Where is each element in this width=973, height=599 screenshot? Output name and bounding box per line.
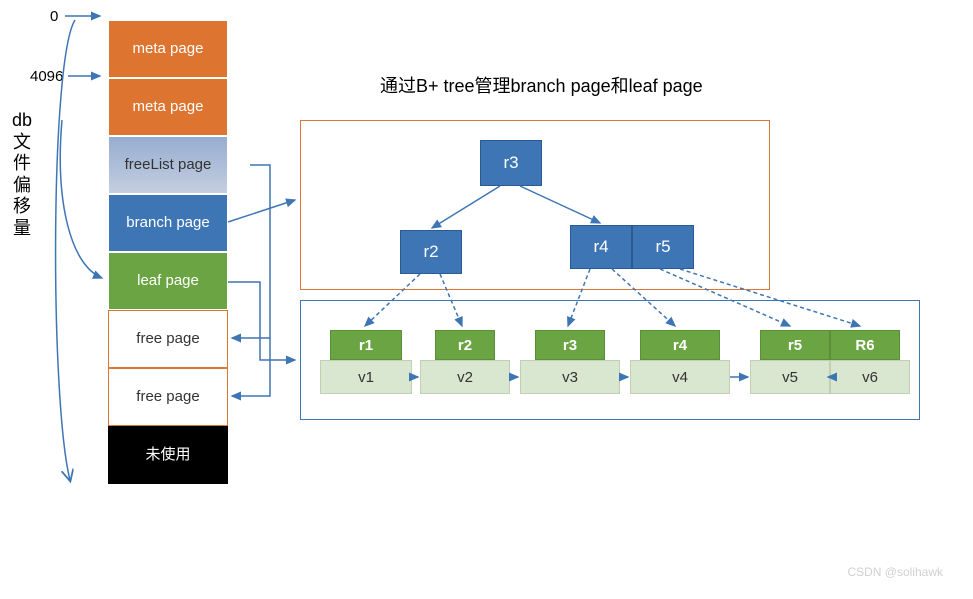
tree-node-right1: r4 <box>570 225 632 269</box>
tree-node-root: r3 <box>480 140 542 186</box>
leaf-key-4: r5 <box>760 330 830 360</box>
side-label: db 文件偏移量 <box>12 110 32 240</box>
page-meta2: meta page <box>108 78 228 136</box>
tree-node-right2: r5 <box>632 225 694 269</box>
diagram-title: 通过B+ tree管理branch page和leaf page <box>380 72 703 98</box>
leaf-val-4: v5 <box>750 360 830 394</box>
tree-node-left: r2 <box>400 230 462 274</box>
page-freelist: freeList page <box>108 136 228 194</box>
leaf-key-0: r1 <box>330 330 402 360</box>
offset-0: 0 <box>50 8 58 25</box>
page-unused: 未使用 <box>108 426 228 484</box>
page-free2: free page <box>108 368 228 426</box>
page-meta1: meta page <box>108 20 228 78</box>
leaf-val-1: v2 <box>420 360 510 394</box>
page-leaf: leaf page <box>108 252 228 310</box>
leaf-val-5: v6 <box>830 360 910 394</box>
watermark: CSDN @solihawk <box>847 565 943 579</box>
offset-4096: 4096 <box>30 68 63 85</box>
leaf-key-5: R6 <box>830 330 900 360</box>
leaf-key-3: r4 <box>640 330 720 360</box>
leaf-val-2: v3 <box>520 360 620 394</box>
page-free1: free page <box>108 310 228 368</box>
page-branch: branch page <box>108 194 228 252</box>
leaf-key-1: r2 <box>435 330 495 360</box>
leaf-val-0: v1 <box>320 360 412 394</box>
leaf-val-3: v4 <box>630 360 730 394</box>
leaf-key-2: r3 <box>535 330 605 360</box>
